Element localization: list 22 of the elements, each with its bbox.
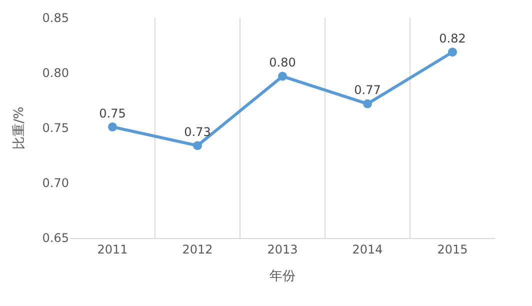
data-label: 0.77 bbox=[354, 83, 381, 98]
text: 0.80 bbox=[42, 66, 69, 80]
x-axis-title: 年份 bbox=[270, 269, 296, 284]
x-tick-label: 2014 bbox=[352, 242, 383, 256]
text: 0.70 bbox=[42, 176, 69, 190]
text: 0.65 bbox=[42, 231, 69, 246]
x-tick-label: 2015 bbox=[437, 242, 468, 256]
x-tick-label: 2013 bbox=[267, 242, 298, 256]
text: 0.85 bbox=[42, 11, 69, 26]
data-label: 0.73 bbox=[184, 124, 211, 139]
point bbox=[193, 141, 202, 150]
point bbox=[108, 122, 117, 132]
x-tick-label: 2011 bbox=[97, 242, 128, 256]
point bbox=[448, 48, 457, 57]
text: 0.75 bbox=[42, 121, 69, 136]
point bbox=[278, 72, 287, 81]
data-label: 0.75 bbox=[99, 106, 126, 120]
point bbox=[363, 99, 372, 108]
data-label: 0.82 bbox=[439, 31, 466, 46]
y-axis-title: 比重/% bbox=[12, 106, 28, 150]
data-label: 0.80 bbox=[269, 56, 296, 70]
x-tick-label: 2012 bbox=[182, 242, 213, 256]
